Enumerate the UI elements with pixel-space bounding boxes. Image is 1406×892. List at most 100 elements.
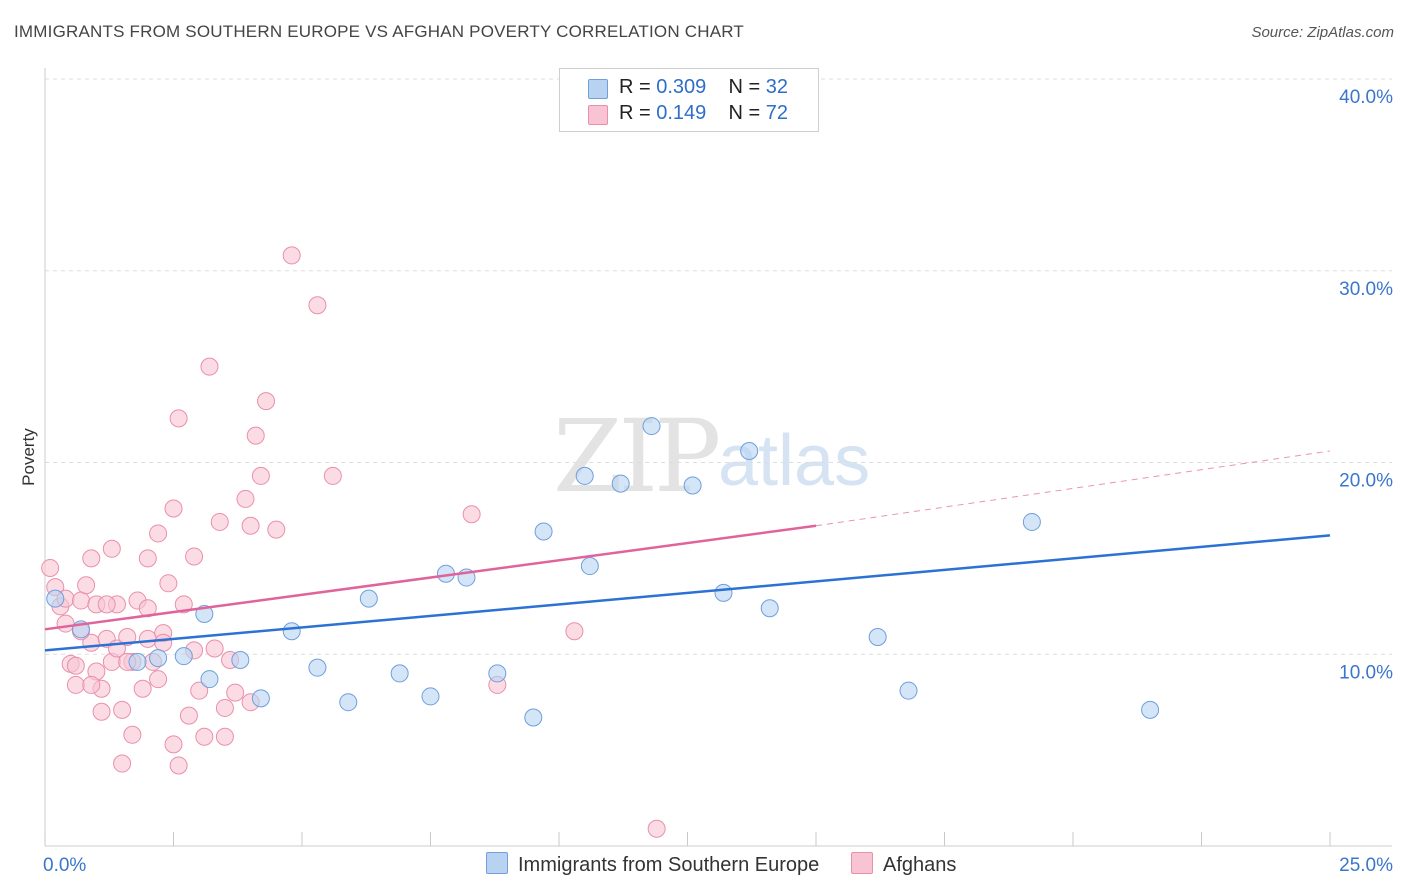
point-southern-europe xyxy=(421,687,440,706)
point-southern-europe xyxy=(149,649,168,668)
point-afghans xyxy=(174,595,193,614)
point-afghans xyxy=(323,466,342,485)
point-afghans xyxy=(647,819,666,838)
point-southern-europe xyxy=(760,599,779,618)
point-afghans xyxy=(251,466,270,485)
point-southern-europe xyxy=(488,664,507,683)
point-afghans xyxy=(210,512,229,531)
point-afghans xyxy=(179,706,198,725)
bottom-legend-afghans: Afghans xyxy=(851,852,956,877)
point-afghans xyxy=(41,558,60,577)
bottom-legend-southern-europe: Immigrants from Southern Europe xyxy=(486,852,819,877)
point-southern-europe xyxy=(308,658,327,677)
legend-n-label: N = xyxy=(728,76,766,98)
source-credit: Source: ZipAtlas.com xyxy=(1251,24,1394,41)
chart-title: IMMIGRANTS FROM SOUTHERN EUROPE VS AFGHA… xyxy=(14,22,745,41)
point-afghans xyxy=(215,727,234,746)
y-tick-label: 10.0% xyxy=(1339,662,1393,683)
point-southern-europe xyxy=(46,589,65,608)
point-southern-europe xyxy=(683,476,702,495)
y-tick-label: 20.0% xyxy=(1339,471,1393,492)
legend-swatch-pink xyxy=(588,105,608,125)
point-afghans xyxy=(66,675,85,694)
point-afghans xyxy=(118,627,137,646)
point-southern-europe xyxy=(174,647,193,666)
point-southern-europe xyxy=(611,474,630,493)
legend-n-label: N = xyxy=(728,102,766,124)
bottom-legend-swatch-pink xyxy=(851,852,873,874)
x-tick-label: 25.0% xyxy=(1339,855,1393,876)
point-afghans xyxy=(113,754,132,773)
y-tick-label: 30.0% xyxy=(1339,279,1393,300)
trend-line-southern-europe xyxy=(44,534,1331,652)
point-southern-europe xyxy=(1141,700,1160,719)
point-afghans xyxy=(195,727,214,746)
trend-line-afghans xyxy=(44,524,817,631)
point-afghans xyxy=(66,656,85,675)
point-southern-europe xyxy=(740,441,759,460)
bottom-legend-swatch-blue xyxy=(486,852,508,874)
legend-n-value: 32 xyxy=(765,76,789,98)
bottom-legend-label: Immigrants from Southern Europe xyxy=(518,854,820,876)
point-afghans xyxy=(133,679,152,698)
point-southern-europe xyxy=(575,466,594,485)
point-afghans xyxy=(82,549,101,568)
point-afghans xyxy=(282,246,301,265)
point-afghans xyxy=(236,489,255,508)
x-tick-label: 0.0% xyxy=(43,855,86,876)
point-southern-europe xyxy=(868,627,887,646)
point-afghans xyxy=(56,614,75,633)
point-afghans xyxy=(71,591,90,610)
point-southern-europe xyxy=(899,681,918,700)
point-afghans xyxy=(77,576,96,595)
stats-legend: R = 0.309 N = 32 R = 0.149 N = 72 xyxy=(559,68,819,132)
point-southern-europe xyxy=(128,652,147,671)
y-axis-label: Poverty xyxy=(19,428,38,486)
point-afghans xyxy=(226,683,245,702)
point-afghans xyxy=(92,702,111,721)
point-afghans xyxy=(246,426,265,445)
point-afghans xyxy=(164,499,183,518)
point-southern-europe xyxy=(231,651,250,670)
y-tick-label: 40.0% xyxy=(1339,87,1393,108)
watermark-atlas: atlas xyxy=(718,421,871,501)
legend-r-label: R = xyxy=(619,102,657,124)
point-afghans xyxy=(159,574,178,593)
point-southern-europe xyxy=(200,670,219,689)
point-southern-europe xyxy=(642,417,661,436)
point-southern-europe xyxy=(580,557,599,576)
point-afghans xyxy=(257,392,276,411)
point-southern-europe xyxy=(534,522,553,541)
point-afghans xyxy=(215,698,234,717)
point-afghans xyxy=(82,675,101,694)
point-southern-europe xyxy=(339,693,358,712)
point-southern-europe xyxy=(359,589,378,608)
point-afghans xyxy=(149,670,168,689)
point-southern-europe xyxy=(1022,512,1041,531)
point-southern-europe xyxy=(714,583,733,602)
point-southern-europe xyxy=(390,664,409,683)
point-afghans xyxy=(97,595,116,614)
point-afghans xyxy=(138,629,157,648)
point-southern-europe xyxy=(251,689,270,708)
point-southern-europe xyxy=(282,622,301,641)
point-afghans xyxy=(267,520,286,539)
point-afghans xyxy=(154,633,173,652)
legend-n-value: 72 xyxy=(765,102,789,124)
point-afghans xyxy=(205,639,224,658)
point-afghans xyxy=(138,549,157,568)
point-afghans xyxy=(565,622,584,641)
point-afghans xyxy=(123,725,142,744)
point-afghans xyxy=(462,505,481,524)
bottom-legend-label: Afghans xyxy=(883,854,957,876)
point-afghans xyxy=(149,524,168,543)
trend-extension-afghans xyxy=(815,450,1331,527)
legend-r-value: 0.149 xyxy=(656,102,707,124)
legend-r-value: 0.309 xyxy=(656,76,707,98)
point-afghans xyxy=(169,756,188,775)
point-southern-europe xyxy=(524,708,543,727)
point-afghans xyxy=(113,700,132,719)
point-afghans xyxy=(200,357,219,376)
point-afghans xyxy=(308,296,327,315)
